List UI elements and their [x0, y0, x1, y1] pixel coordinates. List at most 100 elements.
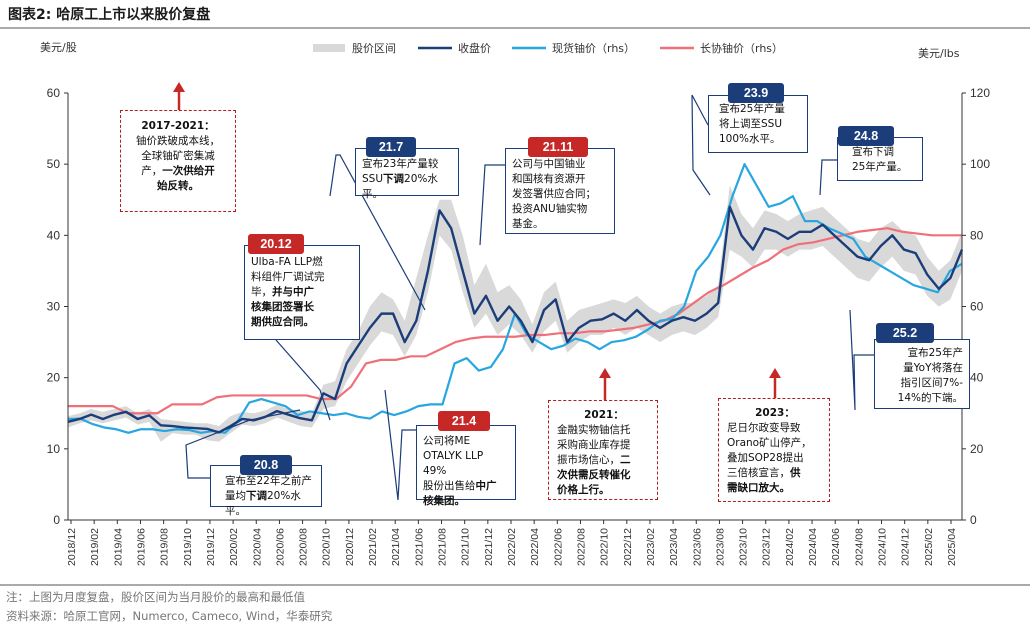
ann-208-l2b: 下调: [246, 490, 267, 502]
ann-2021-l2: 采购商业库存提: [557, 439, 631, 451]
legend-label-lt: 长协铀价（rhs）: [700, 41, 783, 55]
x-tick-label: 2021/06: [413, 528, 425, 566]
ann-2017-l3b: 一次供给开: [162, 165, 215, 177]
badge-24-8: 24.8: [838, 126, 894, 146]
callout-connector: [384, 389, 416, 501]
ann-2012-l3: 毕，: [251, 286, 272, 298]
y-right-tick-label: 80: [970, 228, 984, 242]
left-unit-label: 美元/股: [40, 41, 77, 54]
x-tick-label: 2024/06: [830, 528, 842, 566]
x-tick-label: 2023/04: [668, 528, 680, 566]
y-right-tick-label: 20: [970, 442, 984, 456]
badge-20-8: 20.8: [240, 455, 292, 475]
x-tick-label: 2020/08: [298, 528, 310, 566]
x-tick-label: 2022/12: [622, 528, 634, 566]
callout-connector: [691, 94, 711, 196]
y-left-tick-label: 30: [47, 300, 61, 314]
ann-2021-l4b: 次供需反转催化: [557, 469, 631, 481]
callout-connector: [819, 159, 837, 196]
ann-2012-l3b: 并与中广: [272, 286, 314, 298]
ann-214-l3b: 中广: [475, 480, 497, 492]
ann-2023-l4: 三倍核宣言，: [727, 467, 790, 479]
x-tick-label: 2021/10: [460, 528, 472, 566]
y-right-tick-label: 0: [970, 513, 977, 527]
ann-214-l3a: 股份出售给: [423, 480, 476, 492]
x-tick-label: 2019/12: [205, 528, 217, 566]
callout-connector: [185, 409, 301, 479]
x-tick-label: 2020/06: [274, 528, 286, 566]
annotation-2017-2021: 2017-2021： 铀价跌破成本线， 全球铀矿密集减 产，一次供给开 始反转。: [120, 110, 236, 212]
ann-2021-l3b: 二: [620, 454, 631, 466]
ann-2023-l2: Orano矿山停产，: [727, 437, 812, 449]
ann-239-l3: 100%水平。: [719, 133, 781, 145]
x-tick-label: 2020/10: [321, 528, 333, 566]
x-tick-label: 2023/06: [691, 528, 703, 566]
y-right-tick-label: 120: [970, 86, 990, 100]
x-tick-label: 2020/04: [251, 528, 263, 566]
y-right-tick-label: 60: [970, 300, 984, 314]
callout-connector: [329, 154, 426, 311]
ann-2023-title: 2023：: [755, 407, 795, 419]
x-tick-label: 2022/10: [599, 528, 611, 566]
ann-2023-l5b: 需缺口放大。: [727, 482, 790, 494]
ann-239-l2: 将上调至SSU: [719, 118, 783, 130]
annotation-20-12: Ulba-FA LLP燃 料组件厂调试完 毕，并与中广 核集团签署长 期供应合同…: [244, 245, 360, 340]
y-left-tick-label: 60: [47, 86, 61, 100]
y-right-tick-label: 40: [970, 371, 984, 385]
callout-connector: [479, 164, 505, 246]
x-tick-label: 2022/06: [552, 528, 564, 566]
ann-217-l1: 宣布23年产量较: [362, 158, 439, 170]
ann-2017-l2: 全球铀矿密集减: [141, 150, 215, 162]
ann-2023-l4b: 供: [790, 467, 801, 479]
ann-208-l1: 宣布至22年之前产: [225, 475, 312, 487]
x-tick-label: 2025/02: [923, 528, 935, 566]
ann-2017-l1: 铀价跌破成本线，: [136, 135, 220, 147]
x-tick-label: 2022/08: [575, 528, 587, 566]
x-tick-label: 2021/02: [367, 528, 379, 566]
chart-source: 资料来源：哈原工官网，Numerco, Cameco, Wind，华泰研究: [6, 609, 333, 623]
x-tick-label: 2024/12: [900, 528, 912, 566]
x-tick-label: 2020/12: [344, 528, 356, 566]
y-left-tick-label: 0: [53, 513, 60, 527]
annotation-20-8: 宣布至22年之前产 量均下调20%水平。: [210, 465, 322, 517]
close-price-line: [67, 205, 964, 434]
ann-214-l1: 公司将ME: [423, 435, 471, 447]
ann-2021-l3: 振市场信心，: [557, 454, 620, 466]
callout-connector: [849, 309, 874, 411]
ann-252-l2: 量YoY将落在: [903, 362, 963, 374]
ann-2017-l4b: 始反转。: [157, 180, 199, 192]
ann-2012-l5b: 期供应合同。: [251, 316, 314, 328]
ann-2111-l3: 发签署供应合同；: [512, 188, 596, 200]
annotation-23-9: 宣布25年产量 将上调至SSU 100%水平。: [708, 95, 808, 153]
ann-2021-l5b: 价格上行。: [557, 484, 610, 496]
ann-217-l2c: 20%水平。: [362, 173, 438, 200]
legend-swatch-range: [313, 44, 345, 52]
ann-2023-l1: 尼日尔政变导致: [727, 422, 801, 434]
ann-2111-l5: 基金。: [512, 218, 544, 230]
ann-2021-l1: 金融实物铀信托: [557, 424, 631, 436]
legend: 股价区间 收盘价 现货铀价（rhs） 长协铀价（rhs）: [313, 41, 783, 55]
ann-248-l1: 宣布下调: [852, 146, 894, 158]
x-tick-label: 2019/08: [159, 528, 171, 566]
x-tick-label: 2018/12: [66, 528, 78, 566]
ann-2017-title: 2017-2021：: [141, 120, 215, 132]
red-arrow-head: [769, 368, 781, 378]
ann-248-l2: 25年产量。: [852, 161, 908, 173]
badge-21-11: 21.11: [528, 137, 588, 157]
legend-label-range: 股价区间: [352, 42, 396, 55]
ann-2017-l3: 产，: [141, 165, 163, 177]
right-unit-label: 美元/lbs: [918, 47, 960, 60]
ann-252-l1: 宣布25年产: [907, 347, 963, 359]
legend-label-close: 收盘价: [458, 41, 491, 55]
x-tick-label: 2019/02: [89, 528, 101, 566]
x-tick-label: 2022/04: [529, 528, 541, 566]
x-tick-label: 2021/08: [437, 528, 449, 566]
callout-connector: [275, 339, 331, 421]
x-tick-label: 2019/04: [112, 528, 124, 566]
badge-20-12: 20.12: [248, 234, 304, 254]
x-tick-label: 2024/10: [877, 528, 889, 566]
x-tick-label: 2023/10: [738, 528, 750, 566]
ann-217-l2a: SSU: [362, 173, 384, 185]
annotation-2021: 2021： 金融实物铀信托 采购商业库存提 振市场信心，二 次供需反转催化 价格…: [548, 400, 658, 500]
